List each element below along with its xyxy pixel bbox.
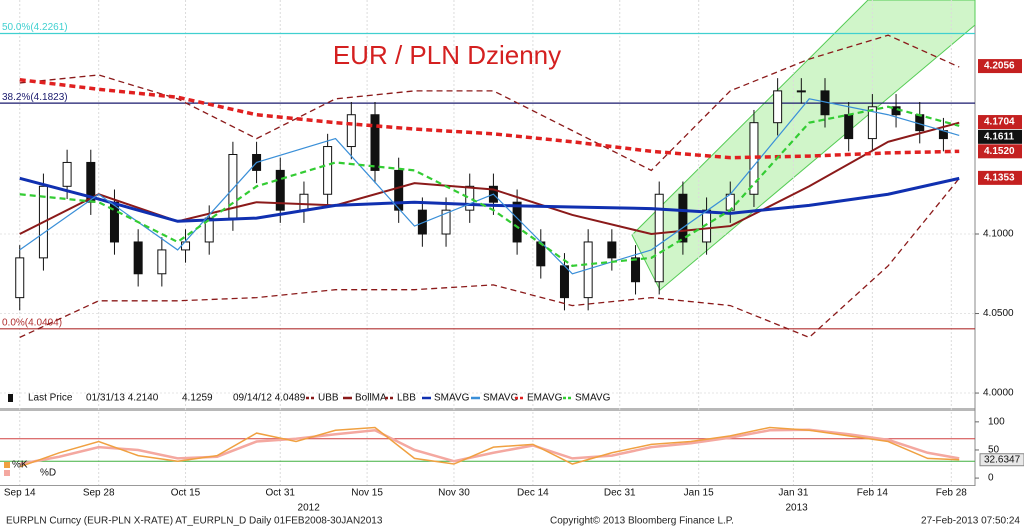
indicator-line <box>19 105 960 267</box>
price-tag-label: 4.2056 <box>984 61 1015 72</box>
y-tick-label: 4.0000 <box>983 388 1014 399</box>
candle-body <box>607 241 617 259</box>
price-tag-label: 4.1611 <box>984 131 1014 142</box>
candle-body <box>181 241 191 251</box>
legend-label: UBB <box>318 393 339 404</box>
y-tick-label: 100 <box>988 416 1005 427</box>
candle-body <box>796 90 806 93</box>
y-tick-label: 0 <box>988 473 994 484</box>
footer-center: Copyright© 2013 Bloomberg Finance L.P. <box>550 516 734 527</box>
candle-body <box>867 106 877 140</box>
value-tag <box>979 453 1024 467</box>
candle-body <box>370 114 380 171</box>
candle-body <box>441 209 451 235</box>
candle-body <box>417 209 427 235</box>
price-tag <box>978 144 1022 159</box>
price-tag-label: 4.1520 <box>984 146 1015 157</box>
level-label: 38.2%(4.1823) <box>2 92 68 103</box>
chart-title: EUR / PLN Dzienny <box>333 40 561 70</box>
price-panel: 4.0000 4.0500 4.1000 50.0%(4.2261) 38.2%(4.1… <box>0 22 1022 404</box>
indicator-line <box>19 177 960 339</box>
stochastic-panel: Sep 14 Sep 28 Oct 15 Oct 31 Nov 15 Nov 30 Dec … <box>0 416 1024 514</box>
x-tick-label: Feb 28 <box>936 488 968 499</box>
x-tick-label: Jan 31 <box>778 488 808 499</box>
grid <box>0 0 975 485</box>
y-tick-label: 4.0500 <box>983 308 1014 319</box>
oscillator-line <box>19 426 960 468</box>
legend-label: %D <box>40 468 56 479</box>
indicator-line <box>19 34 960 172</box>
x-tick-label: Dec 14 <box>517 488 549 499</box>
legend-label: SMAVG <box>483 393 519 404</box>
candle-body <box>678 193 688 243</box>
candle-body <box>275 169 285 211</box>
x-tick-label: Feb 14 <box>857 488 889 499</box>
x-tick-label: Oct 15 <box>171 488 201 499</box>
legend-swatch <box>4 462 10 468</box>
candle-body <box>394 169 404 211</box>
candle-body <box>133 241 143 275</box>
legend-label: SMAVG <box>575 393 611 404</box>
y-tick-label: 4.1000 <box>983 229 1014 240</box>
candle-body <box>654 193 664 283</box>
indicator-line <box>19 98 960 275</box>
price-tag <box>978 59 1022 74</box>
indicator-line <box>19 78 960 160</box>
candle-body <box>559 265 569 299</box>
x-tick-label: Dec 31 <box>604 488 636 499</box>
legend-note: 09/14/12 4.0489 <box>233 393 306 404</box>
candle-body <box>631 257 641 283</box>
axis-line <box>0 485 975 486</box>
price-tag <box>978 129 1022 144</box>
x-tick-label: Nov 15 <box>351 488 383 499</box>
legend-swatch <box>8 394 13 402</box>
x-tick-label: Sep 28 <box>83 488 115 499</box>
legend-label: SMAVG <box>434 393 470 404</box>
candle-body <box>299 193 309 211</box>
legend-label: EMAVG <box>527 393 563 404</box>
panel-divider <box>0 408 975 411</box>
candle-body <box>323 146 333 195</box>
x-tick-label: Oct 31 <box>266 488 296 499</box>
y-tick-label: 50 <box>988 445 1000 456</box>
legend-note: 01/31/13 4.2140 <box>86 393 159 404</box>
year-label: 2012 <box>298 503 321 514</box>
price-tag <box>978 170 1022 185</box>
price-tag-label: 4.1353 <box>984 173 1015 184</box>
candle-body <box>844 114 854 140</box>
price-tag-label: 4.1704 <box>984 117 1015 128</box>
candle-body <box>157 249 167 275</box>
candle-body <box>512 201 522 243</box>
legend-label: BollMA <box>355 393 387 404</box>
candle-body <box>346 114 356 148</box>
legend-swatch <box>4 470 10 476</box>
candle-body <box>204 217 214 243</box>
candle-body <box>773 90 783 124</box>
candle-body <box>465 185 475 211</box>
legend-label: Last Price <box>28 393 73 404</box>
x-tick-label: Jan 15 <box>684 488 714 499</box>
year-label: 2013 <box>785 503 808 514</box>
level-label: 50.0%(4.2261) <box>2 22 68 33</box>
legend-note: 4.1259 <box>182 393 213 404</box>
x-tick-label: Sep 14 <box>4 488 36 499</box>
level-label: 0.0%(4.0404) <box>2 317 62 328</box>
x-tick-label: Nov 30 <box>438 488 470 499</box>
candle-body <box>62 161 72 187</box>
value-tag-label: 32.6347 <box>984 454 1021 465</box>
legend-label: LBB <box>397 393 416 404</box>
indicator-line <box>19 176 960 223</box>
price-tag <box>978 115 1022 130</box>
footer-right: 27-Feb-2013 07:50:24 <box>921 516 1020 527</box>
candle-body <box>15 257 25 299</box>
footer-left: EURPLN Curncy (EUR-PLN X-RATE) AT_EURPLN… <box>6 516 383 527</box>
legend-label: %K <box>12 460 28 471</box>
